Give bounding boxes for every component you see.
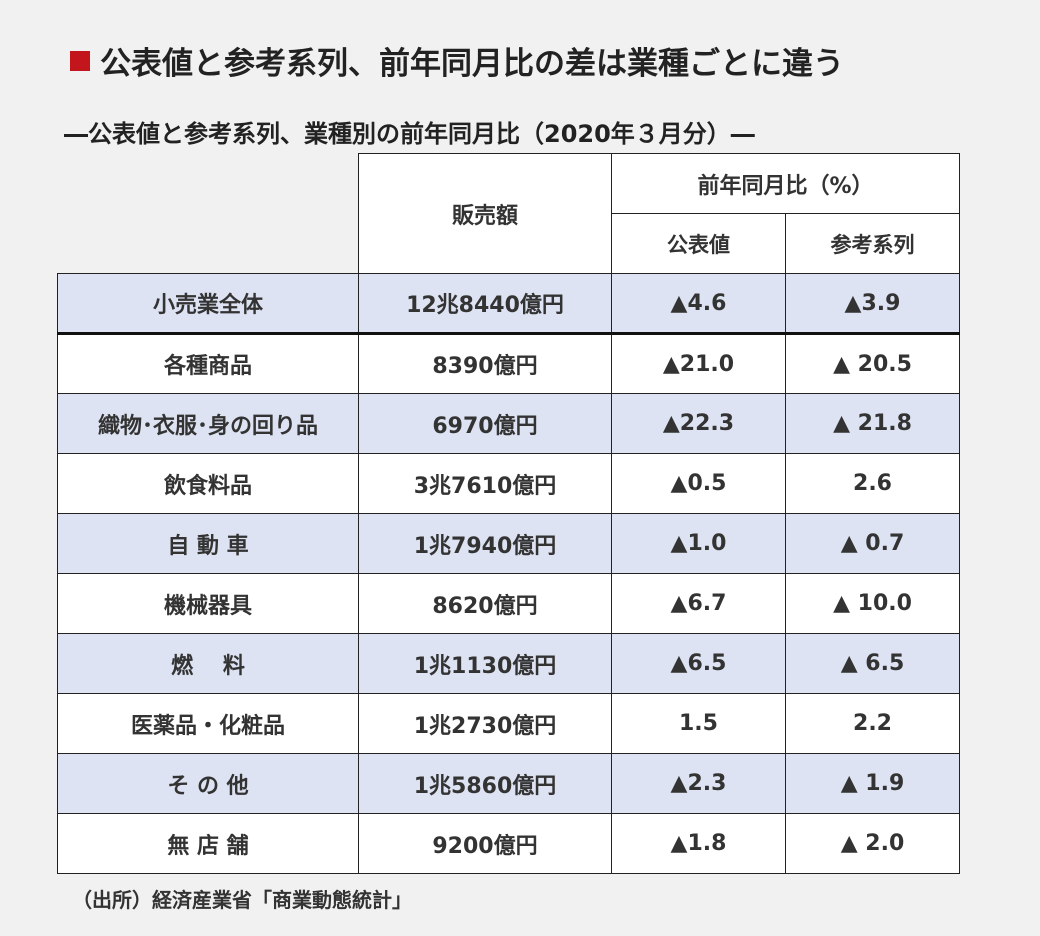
row-sales: 6970億円 <box>358 393 612 454</box>
table-row: 小売業全体 12兆8440億円 ▲4.6 ▲3.9 <box>57 273 961 335</box>
yoy-comparison-table: 販売額 前年同月比（%） 公表値 参考系列 小売業全体 12兆8440億円 ▲4… <box>57 153 961 874</box>
row-category: 織物･衣服･身の回り品 <box>57 393 359 454</box>
row-sales: 12兆8440億円 <box>358 273 612 335</box>
row-official: 1.5 <box>611 693 786 754</box>
table-row: 飲食料品 3兆7610億円 ▲0.5 2.6 <box>57 453 961 514</box>
table-row: 織物･衣服･身の回り品 6970億円 ▲22.3 ▲ 21.8 <box>57 393 961 454</box>
row-category: 飲食料品 <box>57 453 359 514</box>
row-sales: 1兆5860億円 <box>358 753 612 814</box>
row-official: ▲2.3 <box>611 753 786 814</box>
row-sales: 9200億円 <box>358 813 612 874</box>
row-reference: ▲3.9 <box>784 273 961 335</box>
row-reference: ▲ 2.0 <box>784 813 961 874</box>
table-row: 各種商品 8390億円 ▲21.0 ▲ 20.5 <box>57 333 961 394</box>
source-note: （出所）経済産業省「商業動態統計」 <box>72 888 412 912</box>
row-sales: 1兆1130億円 <box>358 633 612 694</box>
row-category: 無 店 舗 <box>57 813 359 874</box>
header-official: 公表値 <box>611 213 786 274</box>
table-row: 無 店 舗 9200億円 ▲1.8 ▲ 2.0 <box>57 813 961 874</box>
row-category: 機械器具 <box>57 573 359 634</box>
row-sales: 1兆2730億円 <box>358 693 612 754</box>
row-official: ▲1.8 <box>611 813 786 874</box>
row-category: 小売業全体 <box>57 273 359 335</box>
red-square-bullet <box>70 50 90 71</box>
row-reference: ▲ 6.5 <box>784 633 961 694</box>
table-row: 燃 料 1兆1130億円 ▲6.5 ▲ 6.5 <box>57 633 961 694</box>
row-category: 医薬品・化粧品 <box>57 693 359 754</box>
row-sales: 8390億円 <box>358 333 612 394</box>
row-official: ▲6.5 <box>611 633 786 694</box>
table-row: そ の 他 1兆5860億円 ▲2.3 ▲ 1.9 <box>57 753 961 814</box>
row-reference: ▲ 0.7 <box>784 513 961 574</box>
row-sales: 1兆7940億円 <box>358 513 612 574</box>
row-official: ▲6.7 <box>611 573 786 634</box>
row-official: ▲1.0 <box>611 513 786 574</box>
header-reference: 参考系列 <box>784 213 961 274</box>
row-category: 燃 料 <box>57 633 359 694</box>
table-row: 機械器具 8620億円 ▲6.7 ▲ 10.0 <box>57 573 961 634</box>
page-title: 公表値と参考系列、前年同月比の差は業種ごとに違う <box>70 38 844 83</box>
row-official: ▲4.6 <box>611 273 786 335</box>
row-sales: 8620億円 <box>358 573 612 634</box>
page-subtitle: ―公表値と参考系列、業種別の前年同月比（2020年３月分）― <box>64 120 755 148</box>
row-official: ▲21.0 <box>611 333 786 394</box>
row-category: そ の 他 <box>57 753 359 814</box>
header-yoy-group: 前年同月比（%） <box>610 153 961 214</box>
table-row: 医薬品・化粧品 1兆2730億円 1.5 2.2 <box>57 693 961 754</box>
row-reference: ▲ 10.0 <box>784 573 961 634</box>
row-official: ▲0.5 <box>611 453 786 514</box>
row-category: 自 動 車 <box>57 513 359 574</box>
row-official: ▲22.3 <box>611 393 786 454</box>
row-reference: 2.2 <box>784 693 961 754</box>
row-reference: ▲ 21.8 <box>784 393 961 454</box>
row-category: 各種商品 <box>57 333 359 394</box>
page-title-text: 公表値と参考系列、前年同月比の差は業種ごとに違う <box>100 46 844 82</box>
header-sales: 販売額 <box>358 153 612 274</box>
row-reference: 2.6 <box>784 453 961 514</box>
header-blank-cell <box>57 153 359 274</box>
row-reference: ▲ 1.9 <box>784 753 961 814</box>
table-row: 自 動 車 1兆7940億円 ▲1.0 ▲ 0.7 <box>57 513 961 574</box>
row-reference: ▲ 20.5 <box>784 333 961 394</box>
row-sales: 3兆7610億円 <box>358 453 612 514</box>
